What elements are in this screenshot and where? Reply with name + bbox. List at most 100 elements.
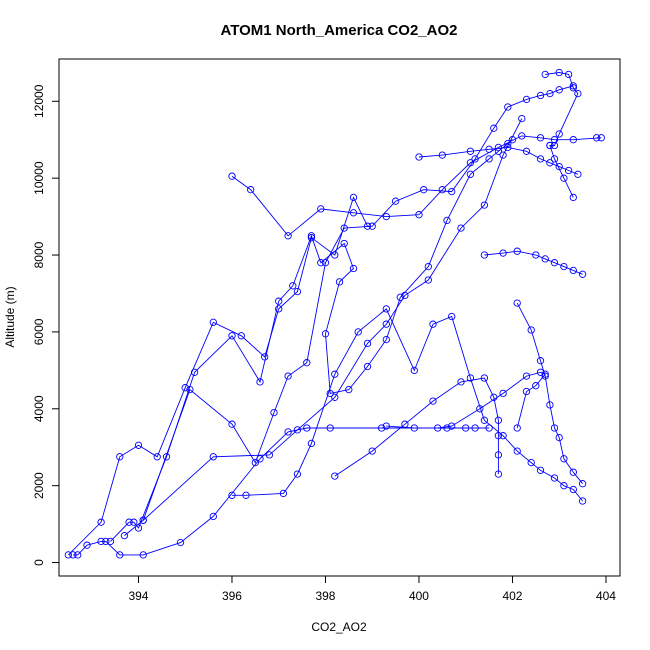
data-point [331, 370, 339, 378]
x-tick-label: 396 [222, 589, 242, 603]
data-point [597, 134, 605, 142]
data-point [382, 305, 390, 313]
data-point [382, 320, 390, 328]
series-2 [64, 193, 372, 559]
data-point [518, 114, 526, 123]
data-point [307, 439, 316, 448]
data-point [74, 551, 82, 559]
x-axis-label: CO2_AO2 [311, 620, 367, 634]
data-point [116, 551, 124, 559]
data-point [321, 330, 330, 338]
data-point [368, 447, 376, 455]
series-line [484, 250, 583, 275]
series-3 [106, 136, 517, 546]
data-point [106, 537, 115, 546]
data-point [209, 318, 217, 326]
data-point [494, 143, 503, 152]
x-tick-label: 402 [502, 589, 522, 603]
data-point [569, 266, 577, 275]
data-point [564, 70, 573, 79]
data-point [228, 172, 236, 180]
data-point [569, 193, 577, 202]
data-point [448, 312, 456, 321]
series-13 [541, 68, 582, 202]
series-9 [382, 368, 549, 432]
data-point [176, 538, 185, 547]
data-point [307, 234, 316, 242]
data-point [293, 426, 302, 434]
data-point [494, 451, 503, 459]
data-point [569, 82, 577, 90]
data-point [331, 251, 339, 259]
data-point [307, 232, 316, 240]
data-point [275, 305, 283, 313]
data-point [485, 424, 493, 432]
data-point [326, 389, 334, 398]
data-point [265, 451, 274, 459]
data-point [228, 420, 236, 428]
y-axis: 0 2000 4000 6000 8000 10000 12000 [32, 84, 60, 566]
data-point [242, 491, 250, 499]
x-tick-label: 400 [409, 589, 429, 603]
data-point [541, 70, 549, 79]
series-line [142, 118, 523, 521]
series-line [67, 196, 368, 556]
series-12 [513, 299, 587, 488]
data-point [340, 224, 348, 232]
data-point [569, 485, 577, 494]
data-point [134, 524, 143, 532]
chart-title: ATOM1 North_America CO2_AO2 [220, 22, 457, 39]
data-point [382, 422, 390, 430]
series-7 [228, 132, 605, 240]
data-point [293, 470, 302, 478]
data-point [550, 424, 559, 432]
data-point [560, 455, 568, 463]
series-line [73, 427, 490, 556]
data-point [555, 86, 563, 94]
data-point [289, 282, 297, 290]
data-point [578, 270, 587, 278]
data-point [494, 470, 503, 478]
data-point [448, 422, 456, 430]
data-point [363, 362, 372, 371]
x-axis: 394 396 398 400 402 404 [128, 575, 616, 603]
data-point [293, 287, 302, 296]
data-point [499, 151, 507, 159]
data-point [569, 84, 577, 92]
y-tick-label: 12000 [32, 84, 46, 118]
series-line [386, 371, 546, 429]
data-point [494, 416, 503, 424]
y-tick-label: 8000 [32, 241, 46, 268]
data-point [438, 151, 446, 159]
data-point [382, 335, 390, 344]
data-point [560, 262, 568, 271]
plot-area [64, 68, 605, 559]
data-point [354, 328, 362, 336]
data-point [499, 249, 507, 257]
data-point [546, 141, 554, 150]
data-point [522, 387, 531, 396]
data-point [410, 366, 418, 375]
data-point [186, 385, 194, 394]
data-point [415, 153, 423, 161]
data-point [181, 384, 189, 392]
data-point [415, 211, 423, 219]
data-point [592, 134, 601, 142]
data-point [466, 170, 475, 178]
data-point [555, 162, 563, 171]
data-point [494, 432, 503, 440]
data-point [578, 497, 587, 505]
data-point [513, 299, 521, 307]
data-point [429, 397, 437, 405]
data-point [536, 466, 545, 474]
data-point [527, 458, 535, 467]
data-point [251, 458, 259, 467]
y-tick-label: 0 [32, 559, 46, 566]
y-axis-label: Altitude (m) [3, 286, 17, 347]
data-point [270, 408, 278, 417]
plot-frame [58, 58, 621, 577]
data-point [377, 424, 386, 432]
data-point [578, 480, 587, 488]
data-point [574, 89, 582, 98]
data-point [340, 239, 348, 248]
